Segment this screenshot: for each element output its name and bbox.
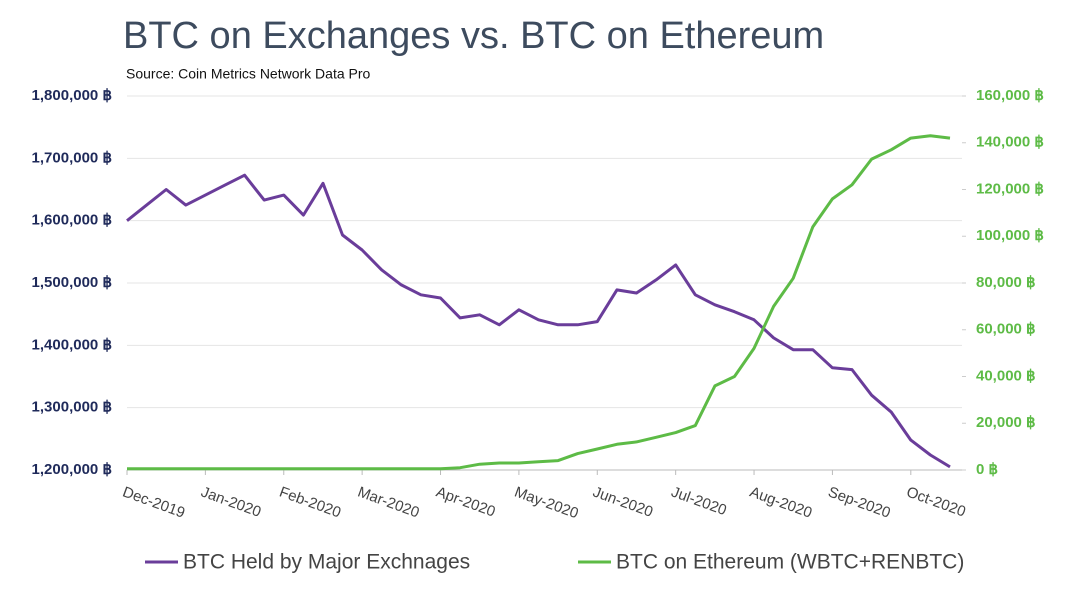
x-tick-label: Sep-2020 xyxy=(826,484,893,522)
series-line xyxy=(127,134,951,471)
x-tick-label: Jan-2020 xyxy=(199,484,264,521)
y2-tick-label: 80,000 ฿ xyxy=(976,274,1036,291)
x-tick-label: Feb-2020 xyxy=(277,484,343,522)
y2-tick-label: 20,000 ฿ xyxy=(976,414,1036,431)
y2-tick-label: 40,000 ฿ xyxy=(976,367,1036,384)
y-tick-label: 1,200,000 ฿ xyxy=(32,461,112,478)
x-tick-label: Oct-2020 xyxy=(904,484,968,521)
y2-tick-label: 140,000 ฿ xyxy=(976,134,1044,151)
y-tick-label: 1,500,000 ฿ xyxy=(32,274,112,291)
y2-tick-label: 60,000 ฿ xyxy=(976,321,1036,338)
y-tick-label: 1,300,000 ฿ xyxy=(32,399,112,416)
y2-tick-label: 120,000 ฿ xyxy=(976,180,1044,197)
x-tick-label: May-2020 xyxy=(512,484,580,523)
x-tick-label: Apr-2020 xyxy=(434,484,498,521)
y2-tick-label: 160,000 ฿ xyxy=(976,87,1044,104)
series-line xyxy=(126,173,951,469)
chart-subtitle: Source: Coin Metrics Network Data Pro xyxy=(126,66,371,82)
y-tick-label: 1,400,000 ฿ xyxy=(32,336,112,353)
x-tick-label: Aug-2020 xyxy=(747,484,814,522)
y-tick-label: 1,800,000 ฿ xyxy=(32,87,112,104)
x-tick-label: Jun-2020 xyxy=(591,484,656,521)
x-tick-label: Jul-2020 xyxy=(669,484,729,520)
legend-label: BTC Held by Major Exchnages xyxy=(183,551,470,574)
x-tick-label: Mar-2020 xyxy=(355,484,421,522)
y-tick-label: 1,600,000 ฿ xyxy=(32,212,112,229)
y2-tick-label: 0 ฿ xyxy=(976,461,998,478)
chart-title: BTC on Exchanges vs. BTC on Ethereum xyxy=(123,15,824,57)
y2-tick-label: 100,000 ฿ xyxy=(976,227,1044,244)
x-tick-label: Dec-2019 xyxy=(120,484,187,522)
legend-label: BTC on Ethereum (WBTC+RENBTC) xyxy=(616,551,964,574)
y-tick-label: 1,700,000 ฿ xyxy=(32,149,112,166)
